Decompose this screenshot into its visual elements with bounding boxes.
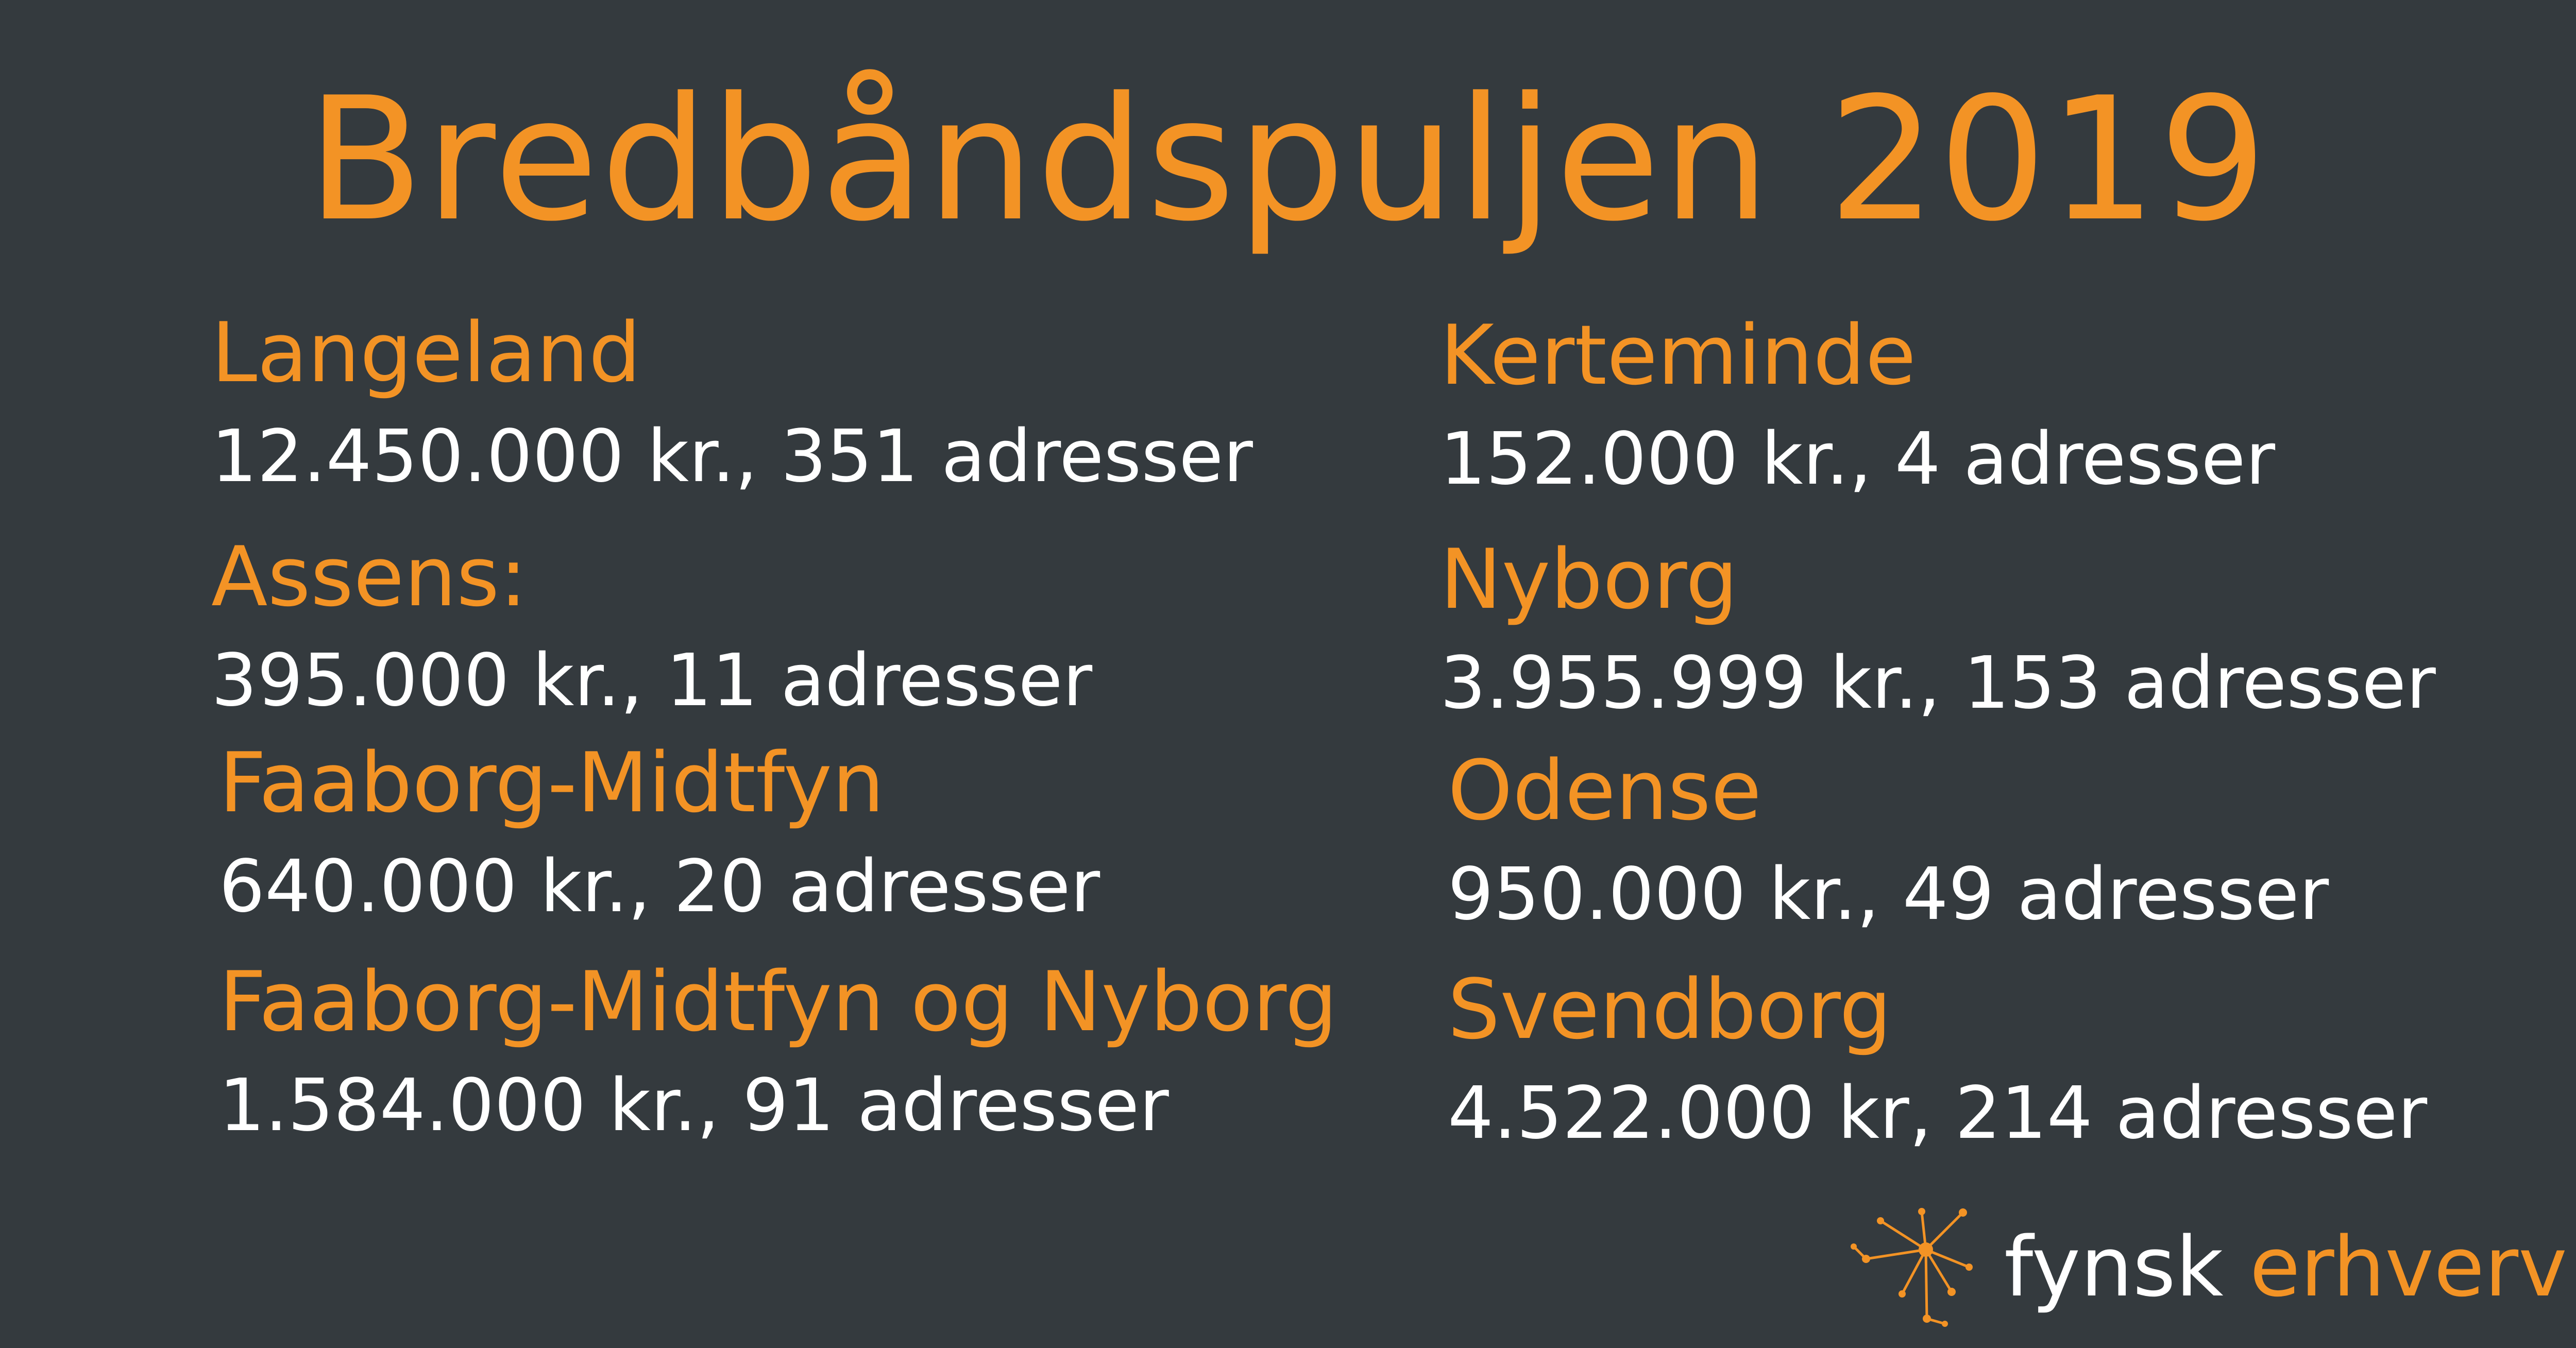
entry-svendborg: Svendborg 4.522.000 kr, 214 adresser xyxy=(1448,961,2427,1157)
entry-kerteminde: Kerteminde 152.000 kr., 4 adresser xyxy=(1440,306,2275,503)
municipality-name: Langeland xyxy=(211,304,641,401)
funding-value: 152.000 kr., 4 adresser xyxy=(1440,417,2276,501)
entry-assens: Assens: 395.000 kr., 11 adresser xyxy=(211,528,1092,725)
funding-value: 3.955.999 kr., 153 adresser xyxy=(1440,641,2436,725)
entry-odense: Odense 950.000 kr., 49 adresser xyxy=(1448,742,2329,939)
funding-value: 4.522.000 kr, 214 adresser xyxy=(1448,1071,2428,1155)
entry-faaborg-midtfyn: Faaborg-Midtfyn 640.000 kr., 20 adresser xyxy=(219,734,1100,931)
network-star-icon xyxy=(1851,1208,1973,1327)
logo-wordmark: fynsk erhverv xyxy=(2004,1221,2567,1313)
funding-value: 12.450.000 kr., 351 adresser xyxy=(211,415,1253,499)
entry-faaborg-midtfyn-og-nyborg: Faaborg-Midtfyn og Nyborg 1.584.000 kr.,… xyxy=(219,953,1337,1150)
entry-nyborg: Nyborg 3.955.999 kr., 153 adresser xyxy=(1440,531,2436,727)
logo-word-erhverv: erhverv xyxy=(2249,1219,2567,1315)
municipality-name: Kerteminde xyxy=(1440,307,1917,403)
municipality-name: Faaborg-Midtfyn xyxy=(219,735,885,831)
funding-value: 1.584.000 kr., 91 adresser xyxy=(219,1064,1169,1148)
entry-langeland: Langeland 12.450.000 kr., 351 adresser xyxy=(211,304,1253,501)
municipality-name: Odense xyxy=(1448,742,1762,839)
logo-word-fynsk: fynsk xyxy=(2004,1219,2224,1315)
municipality-name: Svendborg xyxy=(1448,961,1892,1057)
municipality-name: Assens: xyxy=(211,528,528,625)
funding-value: 950.000 kr., 49 adresser xyxy=(1448,852,2329,936)
municipality-name: Nyborg xyxy=(1440,531,1738,627)
municipality-name: Faaborg-Midtfyn og Nyborg xyxy=(219,953,1338,1050)
funding-value: 640.000 kr., 20 adresser xyxy=(219,845,1100,929)
fynsk-erhverv-logo: fynsk erhverv xyxy=(1850,1205,2567,1329)
page-title: Bredbåndspuljen 2019 xyxy=(307,61,2269,259)
funding-value: 395.000 kr., 11 adresser xyxy=(211,639,1093,723)
